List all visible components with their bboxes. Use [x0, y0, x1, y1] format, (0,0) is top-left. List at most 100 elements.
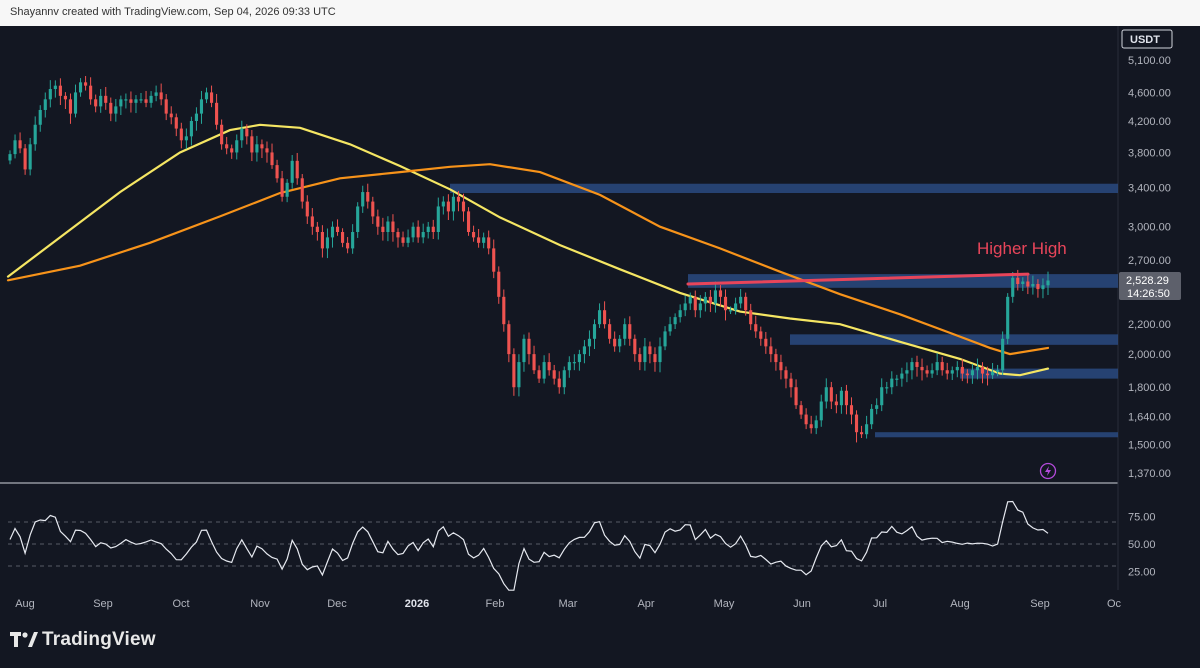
candle-body — [980, 366, 985, 374]
candle-body — [618, 338, 622, 347]
candle-body — [688, 296, 692, 304]
support-zone-1880 — [960, 368, 1118, 379]
candle-body — [13, 140, 17, 155]
candle-body — [38, 109, 42, 125]
candle-body — [235, 140, 239, 153]
candle-body — [628, 324, 632, 339]
candle-body — [900, 373, 904, 379]
candle-body — [159, 92, 163, 100]
candle-body — [975, 366, 980, 371]
axes: 5,100.00 4,600.00 4,200.00 3,800.00 3,400.00… — [15, 29, 1173, 610]
candle-body — [416, 226, 420, 238]
candle-body — [265, 148, 269, 153]
candle-body — [542, 362, 546, 379]
candle-body — [401, 237, 405, 243]
candle-body — [320, 232, 324, 249]
candle-body — [310, 216, 314, 227]
candle-body — [431, 226, 435, 233]
candle-body — [386, 221, 390, 233]
candle-body — [955, 366, 959, 371]
currency-label: USDT — [1130, 34, 1160, 46]
candle-body — [648, 346, 652, 355]
candle-body — [89, 85, 93, 100]
candle-body — [139, 99, 143, 101]
time-tick-label: Oct — [172, 598, 189, 610]
candle-body — [225, 144, 229, 149]
candle-body — [381, 226, 385, 233]
candle-body — [930, 370, 934, 374]
candle-body — [174, 117, 178, 129]
candle-body — [270, 152, 274, 166]
price-tick-label: 3,000.00 — [1128, 222, 1171, 234]
candle-body — [608, 324, 612, 339]
candle-body — [865, 424, 869, 435]
candle-body — [346, 242, 350, 249]
candle-body — [129, 99, 133, 103]
candle-body — [794, 387, 798, 406]
tradingview-logo-text: TradingView — [42, 629, 156, 650]
candle-body — [255, 144, 259, 153]
rsi-panel — [8, 500, 1118, 591]
candle-body — [109, 102, 113, 114]
candle-body — [300, 178, 304, 202]
candle-body — [497, 271, 501, 297]
candle-body — [673, 317, 677, 325]
candle-body — [809, 424, 813, 429]
attribution-text: Shayannv created with TradingView.com, S… — [10, 6, 336, 18]
candle-body — [663, 331, 667, 347]
higher-high-resistance-line — [686, 272, 1030, 286]
candle-body — [230, 148, 234, 153]
time-tick-label: Mar — [559, 598, 578, 610]
price-tick-label: 1,370.00 — [1128, 468, 1171, 480]
candle-body — [84, 82, 88, 86]
candle-body — [58, 85, 62, 96]
candle-body — [330, 226, 335, 238]
candle-body — [839, 390, 843, 406]
candle-body — [220, 124, 224, 145]
candle-body — [240, 128, 244, 141]
candle-body — [996, 370, 1000, 372]
alert-bolt-icon — [1039, 462, 1057, 480]
candle-body — [1001, 338, 1005, 371]
candle-body — [8, 154, 12, 161]
candle-body — [1016, 277, 1020, 285]
candle-body — [446, 201, 450, 212]
candle-body — [779, 362, 783, 371]
candle-body — [502, 296, 506, 325]
candle-body — [119, 99, 123, 107]
candle-body — [396, 232, 400, 238]
last-price-badge — [1119, 272, 1181, 300]
candle-body — [466, 211, 471, 233]
candle-body — [527, 338, 531, 355]
candle-body — [451, 196, 455, 212]
grid — [0, 26, 1119, 590]
candle-body — [482, 237, 486, 243]
candle-body — [209, 92, 214, 103]
candle-body — [829, 387, 833, 402]
candle-body — [512, 354, 516, 388]
candle-body — [99, 95, 103, 107]
candle-body — [184, 136, 188, 141]
price-tick-label: 4,600.00 — [1128, 87, 1171, 99]
candle-body — [814, 420, 818, 429]
candle-body — [245, 128, 249, 137]
candle-body — [633, 338, 637, 355]
currency-box — [1121, 29, 1173, 49]
candle-body — [552, 370, 556, 379]
price-tick-label: 1,500.00 — [1128, 440, 1171, 452]
candle-body — [295, 160, 299, 179]
candle-body — [723, 296, 728, 311]
footer — [0, 620, 1200, 668]
price-tick-label: 1,800.00 — [1128, 382, 1171, 394]
candle-body — [315, 226, 319, 233]
ma-fast-line — [6, 123, 1050, 377]
time-tick-label: Aug — [15, 598, 35, 610]
candle-body — [1046, 280, 1050, 286]
time-tick-label: Aug — [950, 598, 970, 610]
candle-body — [985, 373, 990, 376]
candle-body — [18, 140, 22, 149]
candle-body — [744, 296, 748, 311]
